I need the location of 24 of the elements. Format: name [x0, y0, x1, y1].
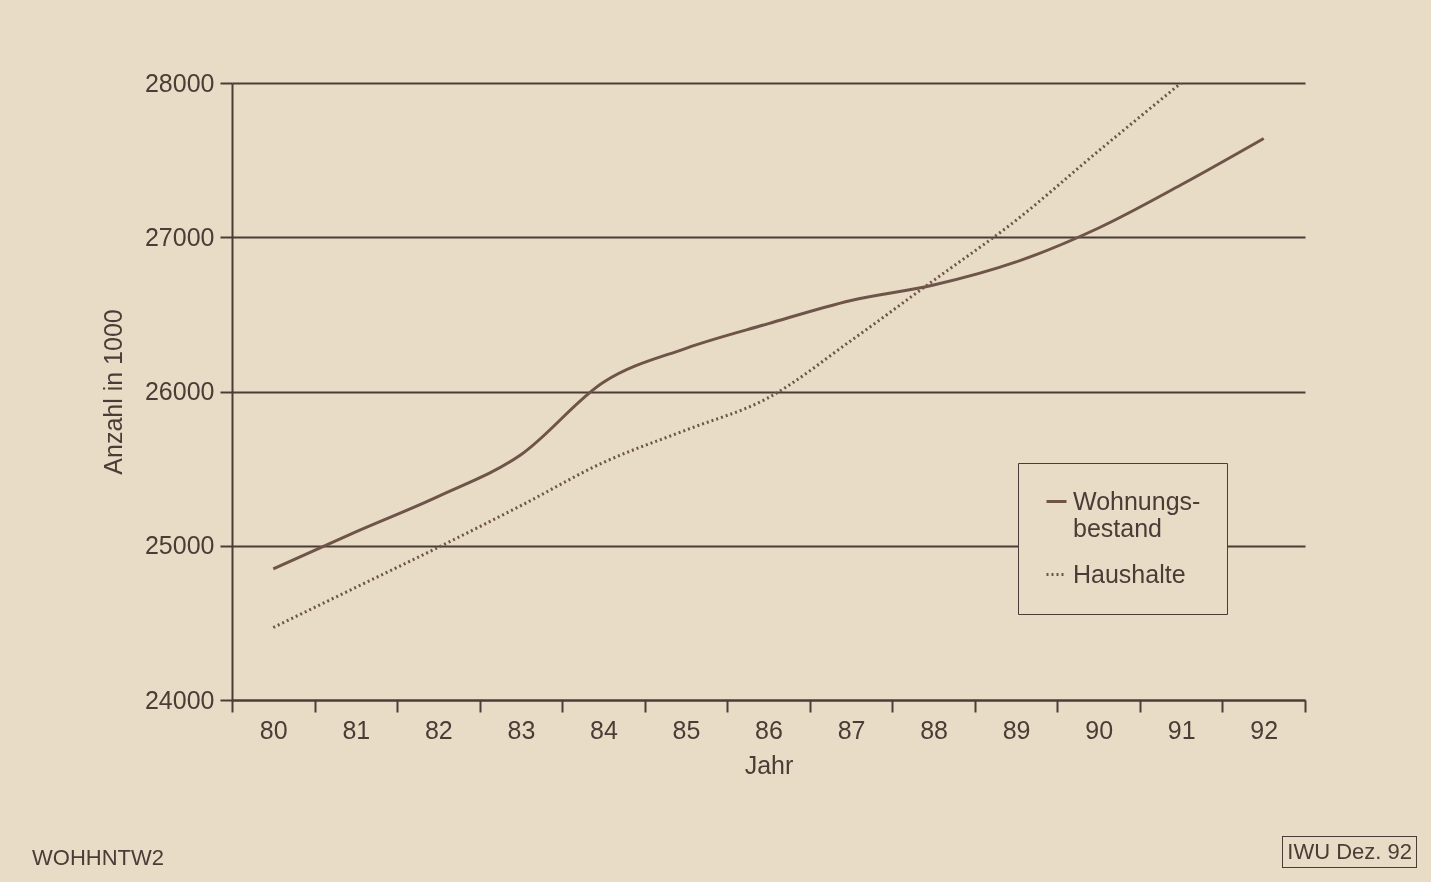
x-tick-label: 83	[507, 715, 536, 744]
x-tick-label: 88	[920, 715, 948, 744]
y-axis-title: Anzahl in 1000	[98, 309, 127, 475]
x-tick-label: 86	[755, 715, 783, 744]
x-tick-label: 85	[672, 715, 701, 744]
text: IWU Dez. 92	[1282, 836, 1417, 868]
x-tick-label: 84	[590, 715, 618, 744]
x-tick-label: 82	[424, 715, 453, 744]
x-axis-title: Jahr	[744, 750, 794, 779]
x-tick-label: 91	[1167, 715, 1196, 744]
text: WOHHNTW2	[32, 845, 164, 871]
y-tick-label: 28000	[144, 68, 215, 97]
x-tick-label: 90	[1085, 715, 1114, 744]
x-tick-label: 80	[259, 715, 288, 744]
x-tick-label: 89	[1002, 715, 1031, 744]
y-tick-label: 27000	[144, 222, 215, 251]
y-tick-label: 25000	[144, 531, 215, 560]
y-tick-label: 26000	[144, 377, 215, 405]
x-tick-label: 92	[1250, 715, 1279, 744]
x-tick-label: 87	[837, 715, 866, 744]
legend-label: Haushalte	[1073, 559, 1186, 588]
legend-label: Wohnungs- bestand	[1073, 486, 1201, 542]
y-tick-label: 24000	[144, 685, 215, 714]
x-tick-label: 81	[342, 715, 371, 744]
